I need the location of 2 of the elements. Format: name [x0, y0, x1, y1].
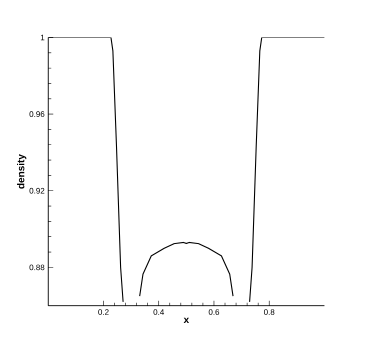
x-axis-title: x — [184, 318, 190, 324]
y-axis-title: density — [17, 154, 26, 189]
